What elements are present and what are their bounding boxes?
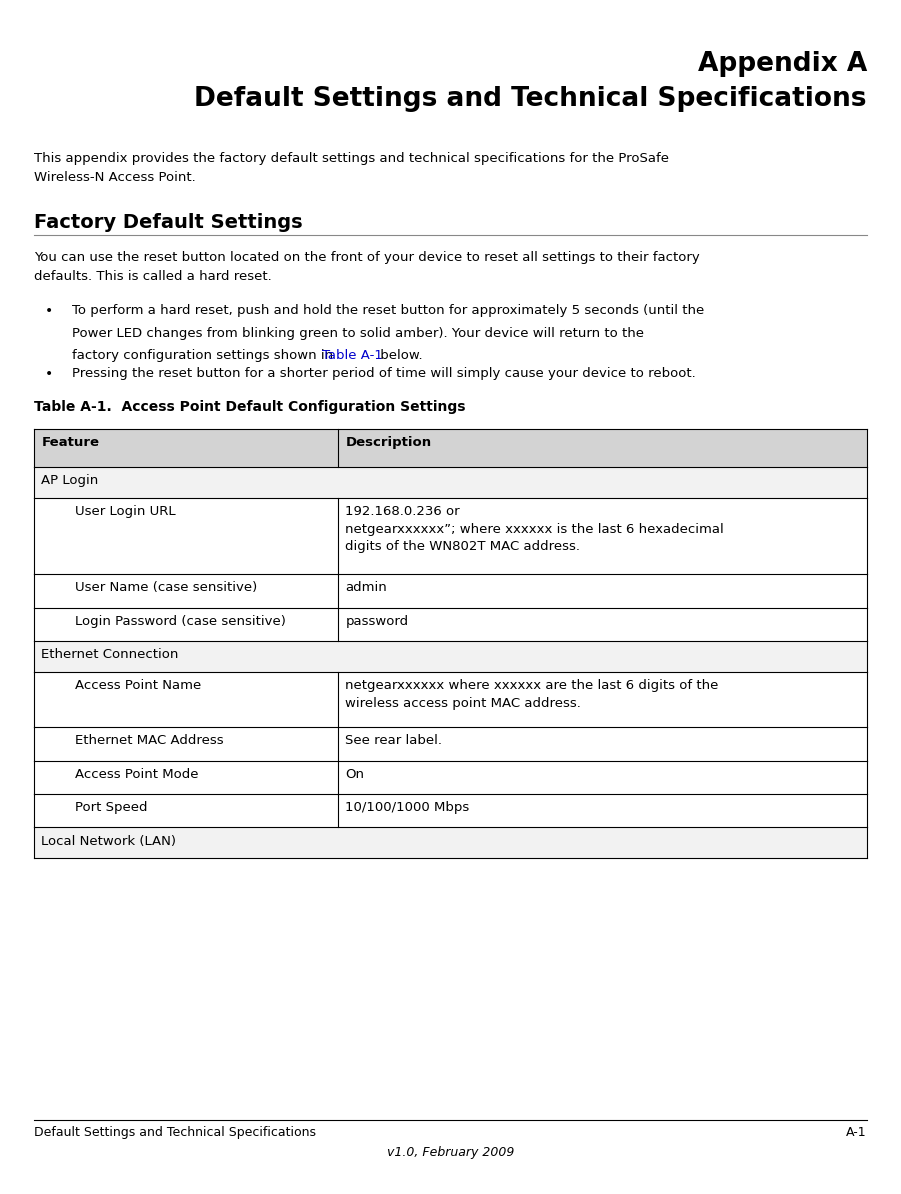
Bar (34, 429, 867, 467)
Bar (34, 827, 867, 858)
Text: To perform a hard reset, push and hold the reset button for approximately 5 seco: To perform a hard reset, push and hold t… (72, 304, 705, 318)
Text: factory configuration settings shown in: factory configuration settings shown in (72, 349, 338, 362)
Text: Appendix A: Appendix A (697, 51, 867, 78)
Text: Description: Description (345, 436, 432, 449)
Text: Login Password (case sensitive): Login Password (case sensitive) (75, 615, 286, 628)
Text: Table A-1.  Access Point Default Configuration Settings: Table A-1. Access Point Default Configur… (34, 400, 466, 414)
Text: Default Settings and Technical Specifications: Default Settings and Technical Specifica… (195, 86, 867, 112)
Text: Factory Default Settings: Factory Default Settings (34, 213, 303, 232)
Text: User Name (case sensitive): User Name (case sensitive) (75, 581, 257, 595)
Bar (34, 641, 867, 672)
Bar (34, 574, 867, 608)
Text: User Login URL: User Login URL (75, 505, 176, 518)
Bar (34, 727, 867, 761)
Text: Feature: Feature (41, 436, 99, 449)
Text: See rear label.: See rear label. (345, 734, 442, 747)
Text: Port Speed: Port Speed (75, 801, 147, 814)
Text: Access Point Mode: Access Point Mode (75, 768, 198, 781)
Text: This appendix provides the factory default settings and technical specifications: This appendix provides the factory defau… (34, 152, 669, 184)
Text: Access Point Name: Access Point Name (75, 679, 201, 693)
Bar (34, 467, 867, 498)
Text: Pressing the reset button for a shorter period of time will simply cause your de: Pressing the reset button for a shorter … (72, 367, 696, 380)
Text: 10/100/1000 Mbps: 10/100/1000 Mbps (345, 801, 469, 814)
Text: admin: admin (345, 581, 387, 595)
Text: Ethernet Connection: Ethernet Connection (41, 648, 178, 661)
Text: Default Settings and Technical Specifications: Default Settings and Technical Specifica… (34, 1126, 316, 1139)
Text: On: On (345, 768, 364, 781)
Text: netgearxxxxxx where xxxxxx are the last 6 digits of the
wireless access point MA: netgearxxxxxx where xxxxxx are the last … (345, 679, 719, 710)
Text: Ethernet MAC Address: Ethernet MAC Address (75, 734, 223, 747)
Text: AP Login: AP Login (41, 474, 99, 487)
Text: You can use the reset button located on the front of your device to reset all se: You can use the reset button located on … (34, 251, 700, 283)
Text: below.: below. (376, 349, 423, 362)
Text: Power LED changes from blinking green to solid amber). Your device will return t: Power LED changes from blinking green to… (72, 326, 644, 339)
Text: Table A-1: Table A-1 (323, 349, 383, 362)
Text: •: • (45, 304, 53, 319)
Bar (34, 672, 867, 727)
Text: •: • (45, 367, 53, 381)
Text: Local Network (LAN): Local Network (LAN) (41, 835, 177, 848)
Text: 192.168.0.236 or
netgearxxxxxx”; where xxxxxx is the last 6 hexadecimal
digits o: 192.168.0.236 or netgearxxxxxx”; where x… (345, 505, 724, 553)
Text: password: password (345, 615, 408, 628)
Bar (34, 608, 867, 641)
Text: v1.0, February 2009: v1.0, February 2009 (387, 1146, 514, 1159)
Bar (34, 794, 867, 827)
Text: A-1: A-1 (846, 1126, 867, 1139)
Bar (34, 498, 867, 574)
Bar (34, 761, 867, 794)
